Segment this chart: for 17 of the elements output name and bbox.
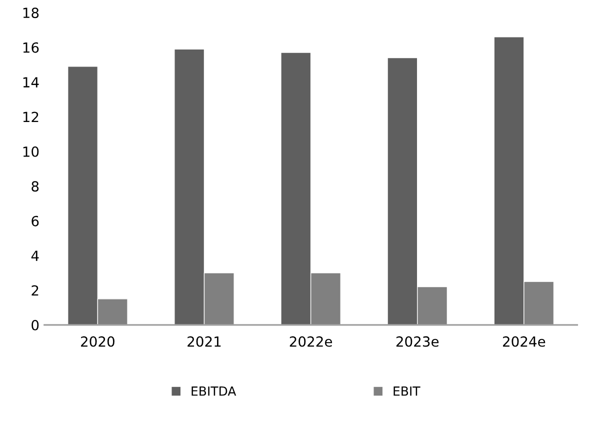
y-tick-label: 0 — [32, 320, 39, 330]
y-tick-label: 6 — [32, 216, 39, 226]
y-tick-label: 16 — [23, 42, 39, 53]
x-tick-label: 2022e — [290, 336, 332, 347]
x-tick-label: 2023e — [396, 336, 439, 347]
y-tick-label: 2 — [32, 285, 38, 296]
y-tick-label: 4 — [31, 250, 39, 261]
y-tick-label: 14 — [23, 77, 39, 88]
y-tick-label: 10 — [23, 146, 39, 157]
legend-label: EBIT — [394, 386, 420, 396]
y-tick-label: 18 — [23, 8, 39, 18]
y-tick-label: 12 — [23, 112, 38, 122]
x-tick-label: 2024e — [502, 336, 546, 347]
x-tick-label: 2021 — [188, 336, 221, 347]
x-tick-label: 2020 — [81, 336, 114, 347]
legend-label: EBITDA — [192, 386, 236, 396]
y-tick-label: 8 — [32, 181, 39, 192]
